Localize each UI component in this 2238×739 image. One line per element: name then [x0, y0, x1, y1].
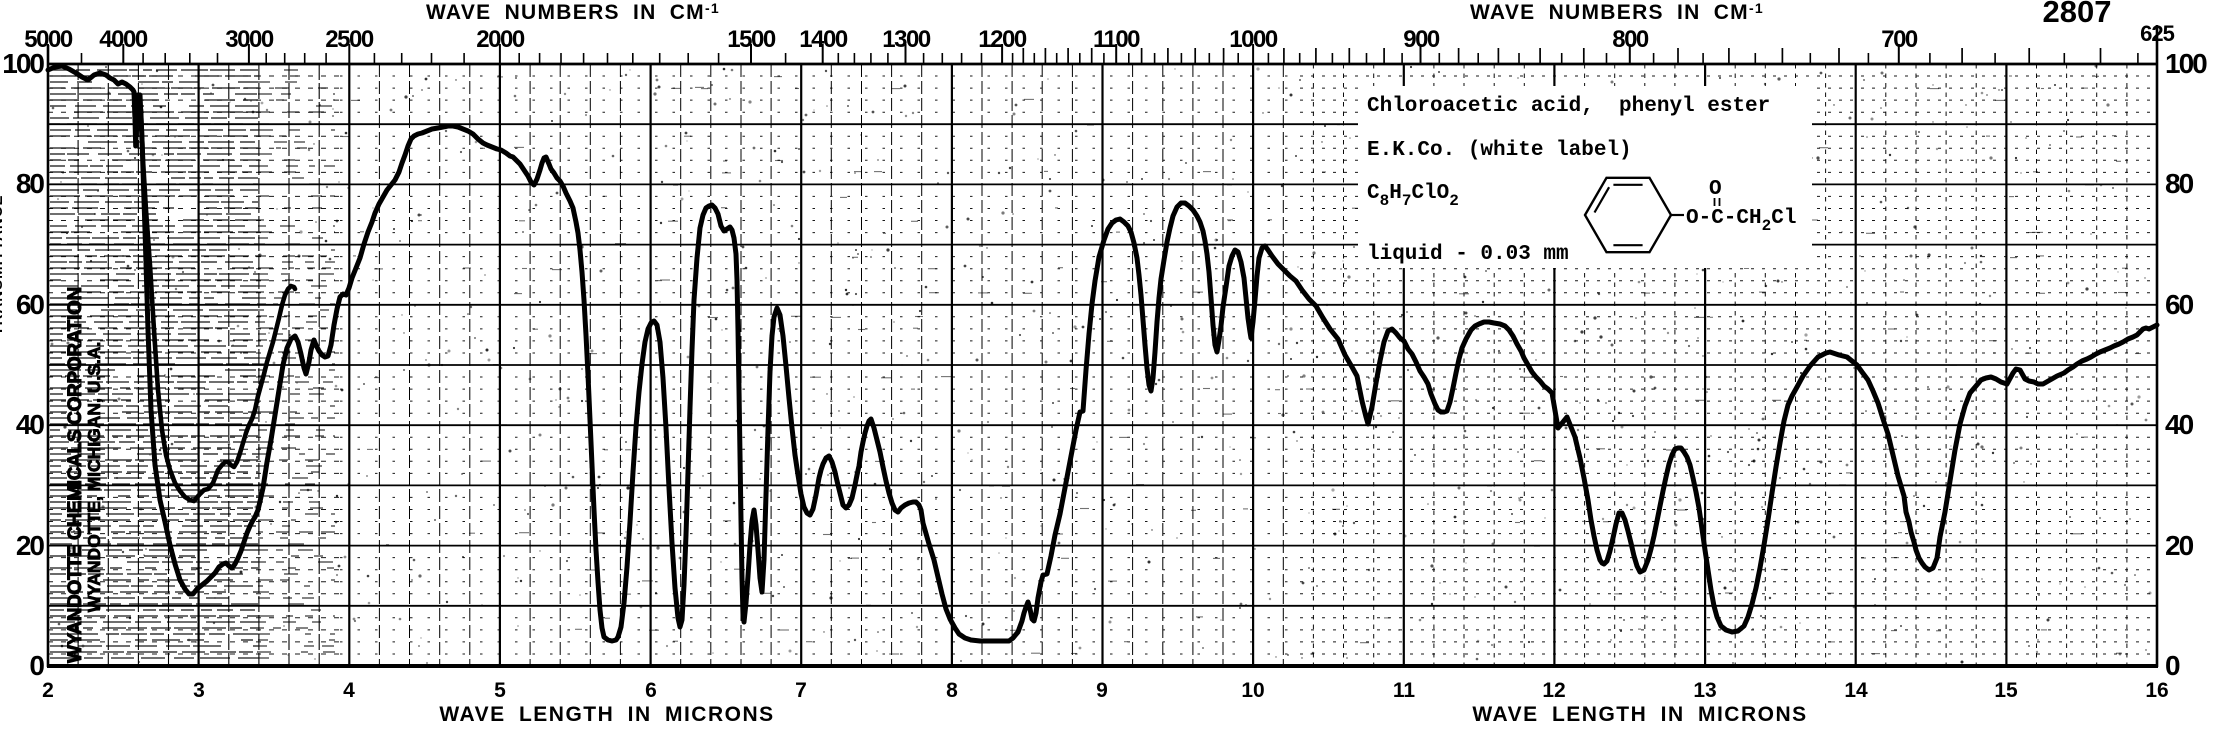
svg-text:WYANDOTTE, MICHIGAN, U.S.A.: WYANDOTTE, MICHIGAN, U.S.A.	[84, 342, 104, 613]
svg-text:1500: 1500	[727, 26, 776, 53]
svg-text:2000: 2000	[476, 26, 525, 53]
svg-text:1100: 1100	[1093, 26, 1140, 53]
svg-text:0: 0	[29, 650, 44, 681]
svg-text:15: 15	[1994, 679, 2018, 702]
svg-text:10: 10	[1241, 679, 1264, 702]
svg-text:800: 800	[1612, 26, 1649, 53]
svg-text:liquid - 0.03 mm: liquid - 0.03 mm	[1367, 243, 1569, 266]
svg-text:TRANSMITTANCE: TRANSMITTANCE	[0, 194, 6, 335]
svg-text:E.K.Co. (white label): E.K.Co. (white label)	[1367, 139, 1632, 162]
svg-text:5000: 5000	[24, 26, 73, 53]
svg-text:6: 6	[645, 679, 657, 702]
svg-text:16: 16	[2145, 679, 2168, 702]
svg-text:100: 100	[2, 48, 44, 79]
svg-text:WAVE LENGTH IN MICRONS: WAVE LENGTH IN MICRONS	[439, 703, 774, 726]
svg-text:7: 7	[795, 679, 807, 702]
svg-text:20: 20	[2165, 530, 2194, 561]
svg-text:100: 100	[2165, 48, 2207, 79]
svg-text:625: 625	[2140, 21, 2174, 46]
svg-text:60: 60	[16, 289, 45, 320]
svg-text:700: 700	[1881, 26, 1918, 53]
svg-text:1200: 1200	[978, 26, 1027, 53]
svg-text:0: 0	[2165, 650, 2180, 681]
svg-text:11: 11	[1393, 679, 1416, 702]
svg-text:60: 60	[2165, 289, 2194, 320]
svg-text:3000: 3000	[225, 26, 274, 53]
svg-text:O: O	[1709, 178, 1722, 201]
svg-text:3: 3	[193, 679, 205, 702]
svg-text:40: 40	[16, 409, 45, 440]
svg-text:1000: 1000	[1229, 26, 1278, 53]
svg-text:8: 8	[946, 679, 958, 702]
svg-text:13: 13	[1693, 679, 1716, 702]
svg-text:WYANDOTTE CHEMICALS CORPORATIO: WYANDOTTE CHEMICALS CORPORATION	[65, 287, 86, 663]
svg-text:WAVE NUMBERS IN CM-1: WAVE NUMBERS IN CM-1	[426, 0, 720, 24]
svg-text:Chloroacetic acid, phenyl est: Chloroacetic acid, phenyl ester	[1367, 95, 1770, 118]
svg-text:80: 80	[2165, 168, 2194, 199]
svg-text:WAVE LENGTH IN MICRONS: WAVE LENGTH IN MICRONS	[1472, 703, 1807, 726]
svg-text:12: 12	[1542, 679, 1565, 702]
svg-text:80: 80	[16, 168, 45, 199]
svg-text:40: 40	[2165, 409, 2194, 440]
svg-text:20: 20	[16, 530, 45, 561]
svg-text:1400: 1400	[799, 26, 848, 53]
svg-text:2807: 2807	[2043, 0, 2112, 29]
svg-text:4: 4	[343, 679, 355, 702]
svg-text:2: 2	[42, 679, 54, 702]
svg-text:900: 900	[1403, 26, 1440, 53]
svg-text:4000: 4000	[99, 26, 148, 53]
svg-text:9: 9	[1096, 679, 1108, 702]
svg-text:1300: 1300	[882, 26, 931, 53]
svg-text:2500: 2500	[325, 26, 374, 53]
svg-text:WAVE NUMBERS IN CM-1: WAVE NUMBERS IN CM-1	[1470, 0, 1764, 24]
svg-text:5: 5	[494, 679, 506, 702]
svg-text:14: 14	[1844, 679, 1868, 702]
